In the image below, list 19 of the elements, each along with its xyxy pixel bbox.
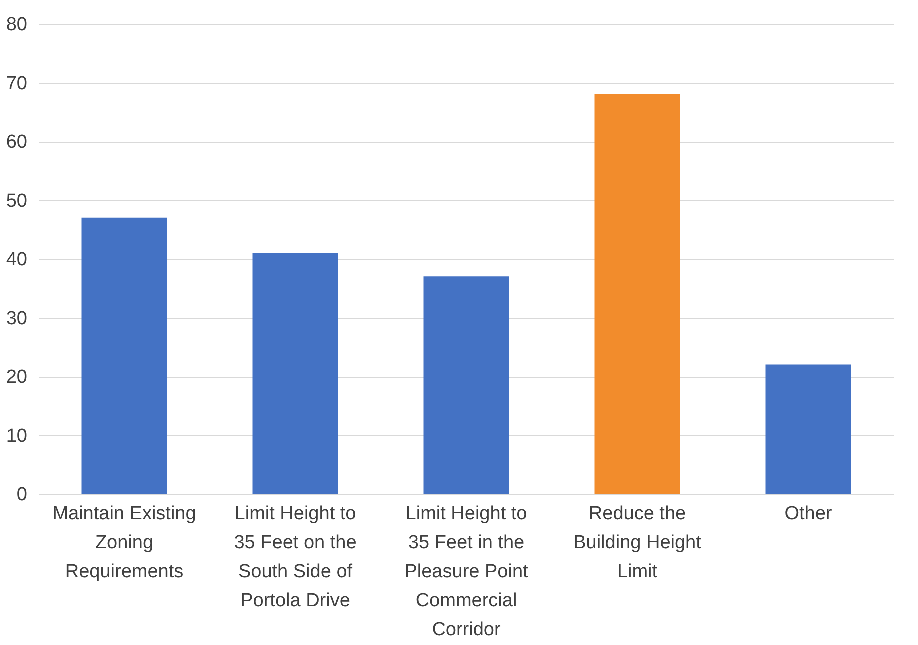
y-tick-label: 40	[6, 250, 28, 270]
y-tick-label: 0	[16, 484, 28, 506]
y-tick-label: 50	[6, 190, 28, 212]
y-tick-label: 80	[6, 14, 28, 36]
bar	[252, 253, 338, 494]
y-tick-label: 20	[6, 367, 28, 388]
y-tick-label: 10	[6, 426, 28, 447]
bar	[424, 276, 510, 494]
y-tick-label: 70	[6, 73, 28, 94]
bar	[594, 94, 680, 494]
bar	[766, 364, 852, 494]
x-tick-label: Other	[784, 504, 833, 524]
y-tick-label: 60	[6, 132, 28, 153]
x-tick-label: Limit Height to 35 Feet in the Pleasure Point Commercial Corridor	[404, 504, 530, 640]
y-tick-label: 30	[6, 308, 28, 330]
x-tick-label: Limit Height to 35 Feet on the South Side of Portola Drive	[234, 504, 357, 612]
x-tick-label: Maintain Existing Zoning Requirements	[52, 504, 196, 582]
x-tick-label: Reduce the Building Height Limit	[574, 504, 702, 582]
bar	[82, 218, 168, 494]
